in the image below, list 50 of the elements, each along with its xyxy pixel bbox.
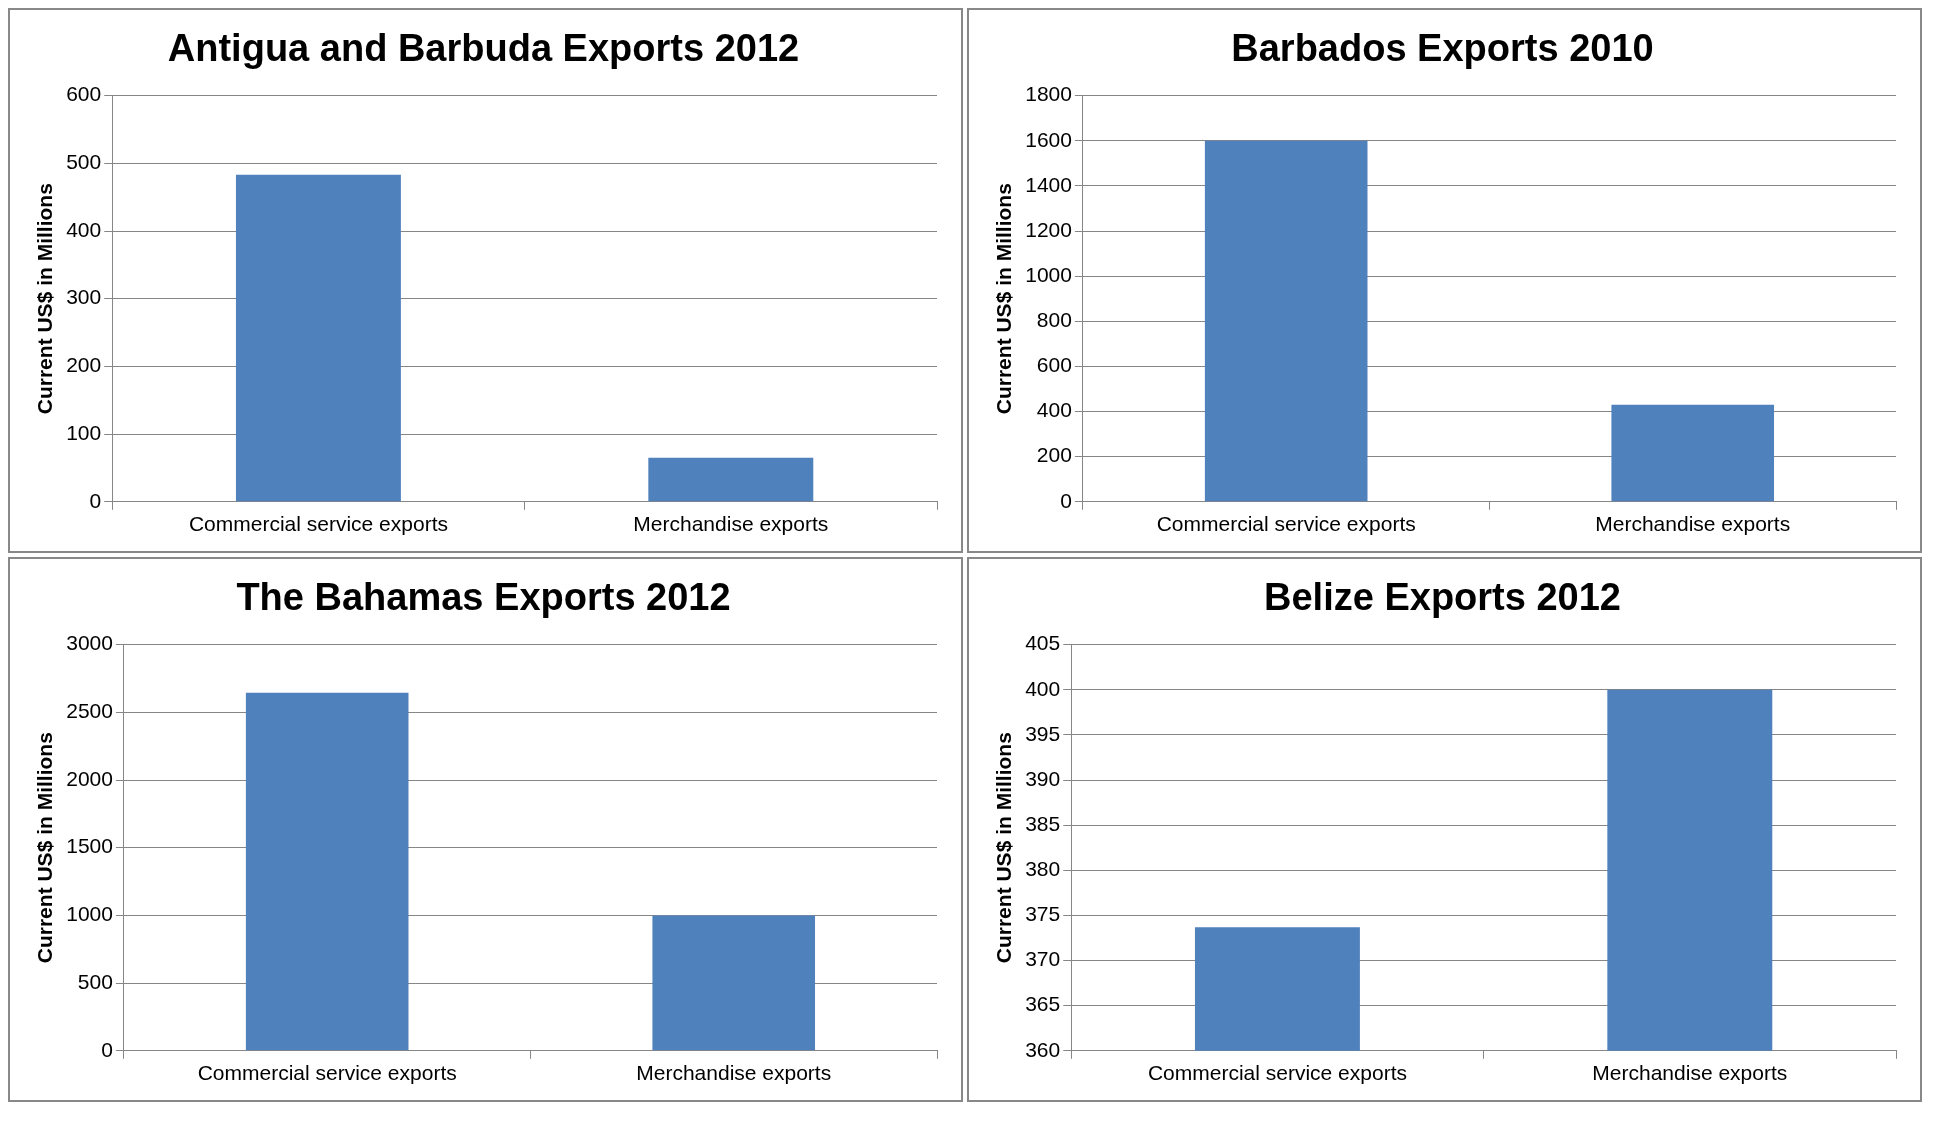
- y-tick-label: 2000: [66, 766, 113, 790]
- y-axis-title: Current US$ in Millions: [992, 732, 1016, 964]
- chart-title: Belize Exports 2012: [1264, 576, 1621, 619]
- y-tick-label: 400: [1036, 398, 1072, 422]
- y-tick-label: 0: [89, 488, 102, 512]
- y-tick-label: 0: [101, 1037, 113, 1061]
- y-tick-label: 360: [1025, 1037, 1061, 1061]
- y-tick-label: 0: [1060, 488, 1072, 512]
- y-tick-label: 405: [1025, 631, 1061, 655]
- chart-title: The Bahamas Exports 2012: [236, 576, 731, 619]
- y-tick-label: 395: [1025, 721, 1061, 745]
- x-tick-label: Commercial service exports: [1147, 1061, 1407, 1085]
- x-tick-label: Merchandise exports: [633, 512, 829, 536]
- y-axis-title: Current US$ in Millions: [992, 183, 1016, 415]
- y-tick-label: 500: [77, 969, 113, 993]
- y-tick-label: 1000: [1025, 262, 1072, 286]
- y-tick-label: 380: [1025, 857, 1061, 881]
- y-tick-label: 385: [1025, 811, 1061, 835]
- y-tick-label: 1800: [1025, 82, 1072, 106]
- y-tick-label: 500: [66, 150, 102, 174]
- y-tick-label: 1400: [1025, 172, 1072, 196]
- y-tick-label: 200: [66, 353, 102, 377]
- y-tick-label: 200: [1036, 443, 1072, 467]
- y-tick-label: 3000: [66, 631, 113, 655]
- y-tick-label: 1500: [66, 834, 113, 858]
- y-tick-label: 390: [1025, 766, 1061, 790]
- x-tick-label: Commercial service exports: [197, 1061, 457, 1085]
- chart-title: Antigua and Barbuda Exports 2012: [167, 27, 800, 70]
- x-tick-label: Commercial service exports: [188, 512, 448, 536]
- x-tick-label: Merchandise exports: [636, 1061, 832, 1085]
- y-axis-title: Current US$ in Millions: [33, 183, 57, 415]
- y-tick-label: 1000: [66, 902, 113, 926]
- y-tick-label: 2500: [66, 699, 113, 723]
- y-axis-title: Current US$ in Millions: [33, 732, 57, 964]
- x-tick-label: Commercial service exports: [1156, 512, 1416, 536]
- x-tick-label: Merchandise exports: [1592, 1061, 1788, 1085]
- y-tick-label: 600: [66, 82, 102, 106]
- y-tick-label: 1200: [1025, 217, 1072, 241]
- y-tick-label: 365: [1025, 992, 1061, 1016]
- y-tick-label: 800: [1036, 308, 1072, 332]
- y-tick-label: 400: [66, 217, 102, 241]
- y-tick-label: 100: [66, 420, 102, 444]
- y-tick-label: 375: [1025, 902, 1061, 926]
- y-tick-label: 300: [66, 285, 102, 309]
- y-tick-label: 600: [1036, 353, 1072, 377]
- chart-title: Barbados Exports 2010: [1231, 27, 1654, 70]
- x-tick-label: Merchandise exports: [1595, 512, 1791, 536]
- y-tick-label: 400: [1025, 676, 1061, 700]
- y-tick-label: 370: [1025, 947, 1061, 971]
- y-tick-label: 1600: [1025, 127, 1072, 151]
